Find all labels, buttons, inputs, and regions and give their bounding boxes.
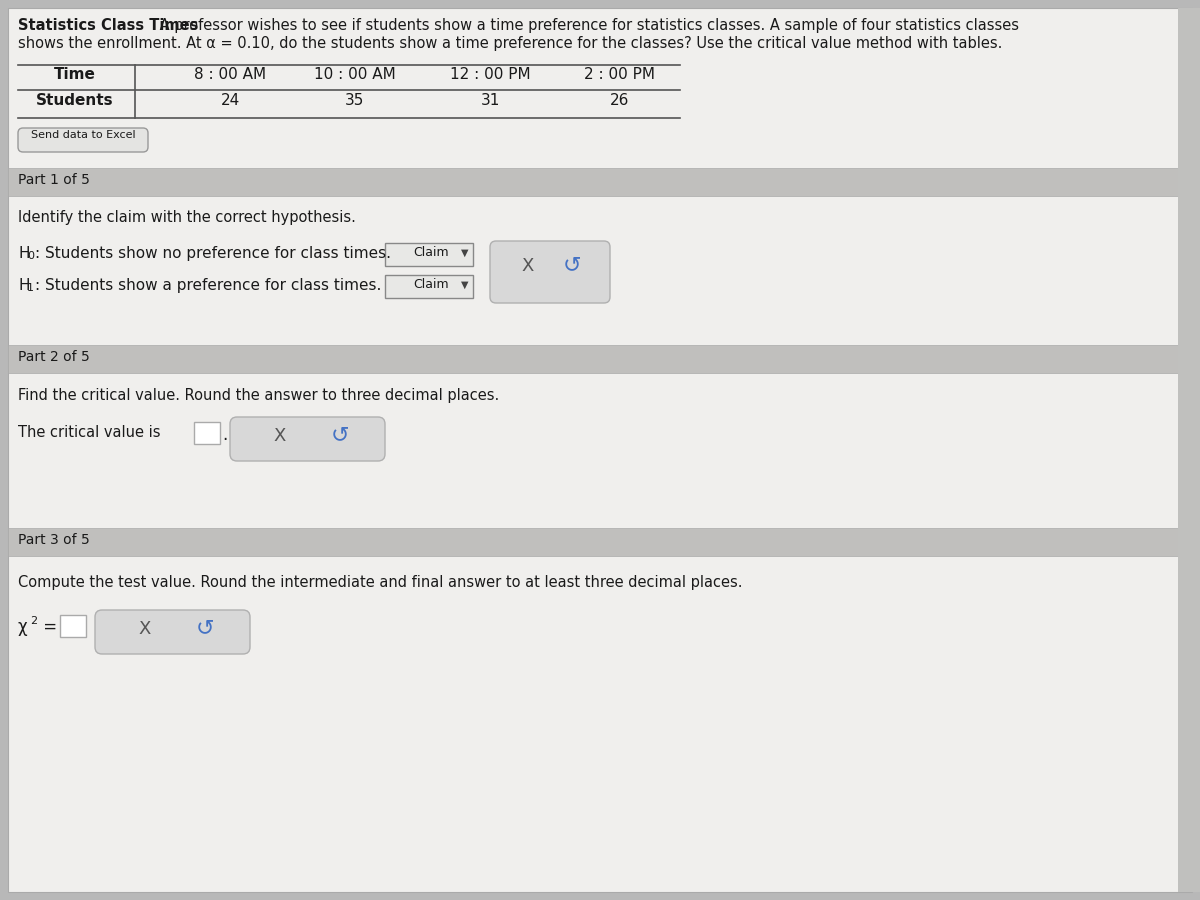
Bar [385,243,473,266]
Text: 2 : 00 PM: 2 : 00 PM [584,67,655,82]
Text: 12 : 00 PM: 12 : 00 PM [450,67,530,82]
Text: shows the enrollment. At α = 0.10, do the students show a time preference for th: shows the enrollment. At α = 0.10, do th… [18,36,1002,51]
FancyBboxPatch shape [490,241,610,303]
Text: : Students show a preference for class times.: : Students show a preference for class t… [35,278,382,293]
Text: .: . [222,426,227,444]
Text: Part 1 of 5: Part 1 of 5 [18,173,90,187]
Text: Claim: Claim [413,278,449,291]
Bar [8,345,1192,373]
FancyBboxPatch shape [95,610,250,654]
Text: ↺: ↺ [331,425,349,445]
Bar [8,528,1192,556]
Text: Compute the test value. Round the intermediate and final answer to at least thre: Compute the test value. Round the interm… [18,575,743,590]
Text: ↺: ↺ [563,255,581,275]
Text: H: H [18,246,30,261]
Text: 8 : 00 AM: 8 : 00 AM [194,67,266,82]
Text: 1: 1 [28,283,34,293]
Text: Send data to Excel: Send data to Excel [31,130,136,140]
Text: 24: 24 [221,93,240,108]
Text: X: X [522,257,534,275]
Bar [60,615,86,637]
Text: The critical value is: The critical value is [18,425,161,440]
Text: ↺: ↺ [196,618,215,638]
Bar [385,275,473,298]
Text: X: X [274,427,286,445]
Bar [1178,8,1200,892]
FancyBboxPatch shape [230,417,385,461]
Bar [8,168,1192,196]
Text: ▼: ▼ [461,280,468,290]
Text: 35: 35 [346,93,365,108]
Text: 31: 31 [480,93,499,108]
Text: =: = [38,618,58,636]
Text: Claim: Claim [413,246,449,259]
Text: Students: Students [36,93,114,108]
FancyBboxPatch shape [18,128,148,152]
Text: 2: 2 [30,616,37,626]
Text: Part 3 of 5: Part 3 of 5 [18,533,90,547]
Text: 0: 0 [28,251,34,261]
Text: : Students show no preference for class times.: : Students show no preference for class … [35,246,391,261]
Text: H: H [18,278,30,293]
Text: Statistics Class Times: Statistics Class Times [18,18,198,33]
Text: 10 : 00 AM: 10 : 00 AM [314,67,396,82]
Text: Time: Time [54,67,96,82]
Text: χ: χ [18,618,28,636]
Text: X: X [139,620,151,638]
Bar [194,422,220,444]
Text: Find the critical value. Round the answer to three decimal places.: Find the critical value. Round the answe… [18,388,499,403]
Text: 26: 26 [611,93,630,108]
Text: ▼: ▼ [461,248,468,258]
Text: A professor wishes to see if students show a time preference for statistics clas: A professor wishes to see if students sh… [155,18,1019,33]
Text: Part 2 of 5: Part 2 of 5 [18,350,90,364]
Text: Identify the claim with the correct hypothesis.: Identify the claim with the correct hypo… [18,210,356,225]
